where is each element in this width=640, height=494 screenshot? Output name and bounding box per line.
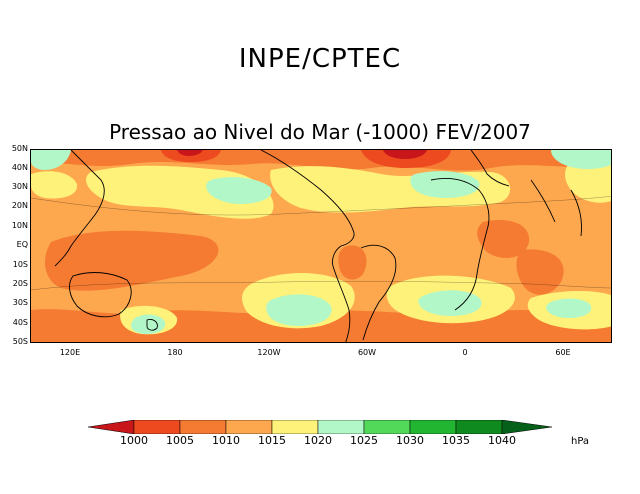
legend-label: 1000 xyxy=(120,434,148,447)
lat-tick: 50S xyxy=(12,337,28,346)
legend-swatch xyxy=(271,420,319,434)
lat-tick: EQ xyxy=(16,240,28,249)
lat-tick: 30S xyxy=(12,298,28,307)
color-legend xyxy=(88,420,553,434)
legend-label: 1010 xyxy=(212,434,240,447)
legend-swatch xyxy=(225,420,273,434)
legend-label: 1035 xyxy=(442,434,470,447)
lon-tick: 60W xyxy=(357,348,377,357)
legend-swatch xyxy=(409,420,457,434)
lat-tick: 10S xyxy=(12,260,28,269)
lon-tick: 120W xyxy=(257,348,281,357)
legend-swatch xyxy=(501,420,553,434)
lon-tick: 0 xyxy=(462,348,468,357)
legend-label: 1030 xyxy=(396,434,424,447)
legend-swatch xyxy=(133,420,181,434)
lat-tick: 20S xyxy=(12,279,28,288)
legend-swatch xyxy=(88,420,135,434)
lon-tick: 180 xyxy=(167,348,183,357)
legend-label: 1025 xyxy=(350,434,378,447)
legend-unit: hPa xyxy=(571,436,590,447)
header-title: INPE/CPTEC xyxy=(238,44,402,74)
map-title: Pressao ao Nivel do Mar (-1000) FEV/2007 xyxy=(109,120,531,144)
legend-swatch xyxy=(363,420,411,434)
lat-tick: 10N xyxy=(11,221,28,230)
legend-swatch xyxy=(455,420,503,434)
lon-tick: 60E xyxy=(555,348,571,357)
lat-tick: 20N xyxy=(11,201,28,210)
pressure-map-svg xyxy=(31,150,611,342)
lat-tick: 40S xyxy=(12,318,28,327)
legend-label: 1005 xyxy=(166,434,194,447)
legend-label: 1020 xyxy=(304,434,332,447)
legend-label: 1040 xyxy=(488,434,516,447)
lat-tick: 40N xyxy=(11,163,28,172)
lat-tick: 30N xyxy=(11,182,28,191)
legend-swatch xyxy=(179,420,227,434)
pressure-map xyxy=(30,149,612,343)
legend-swatch xyxy=(317,420,365,434)
legend-label: 1015 xyxy=(258,434,286,447)
lon-tick: 120E xyxy=(59,348,81,357)
lat-tick: 50N xyxy=(11,144,28,153)
